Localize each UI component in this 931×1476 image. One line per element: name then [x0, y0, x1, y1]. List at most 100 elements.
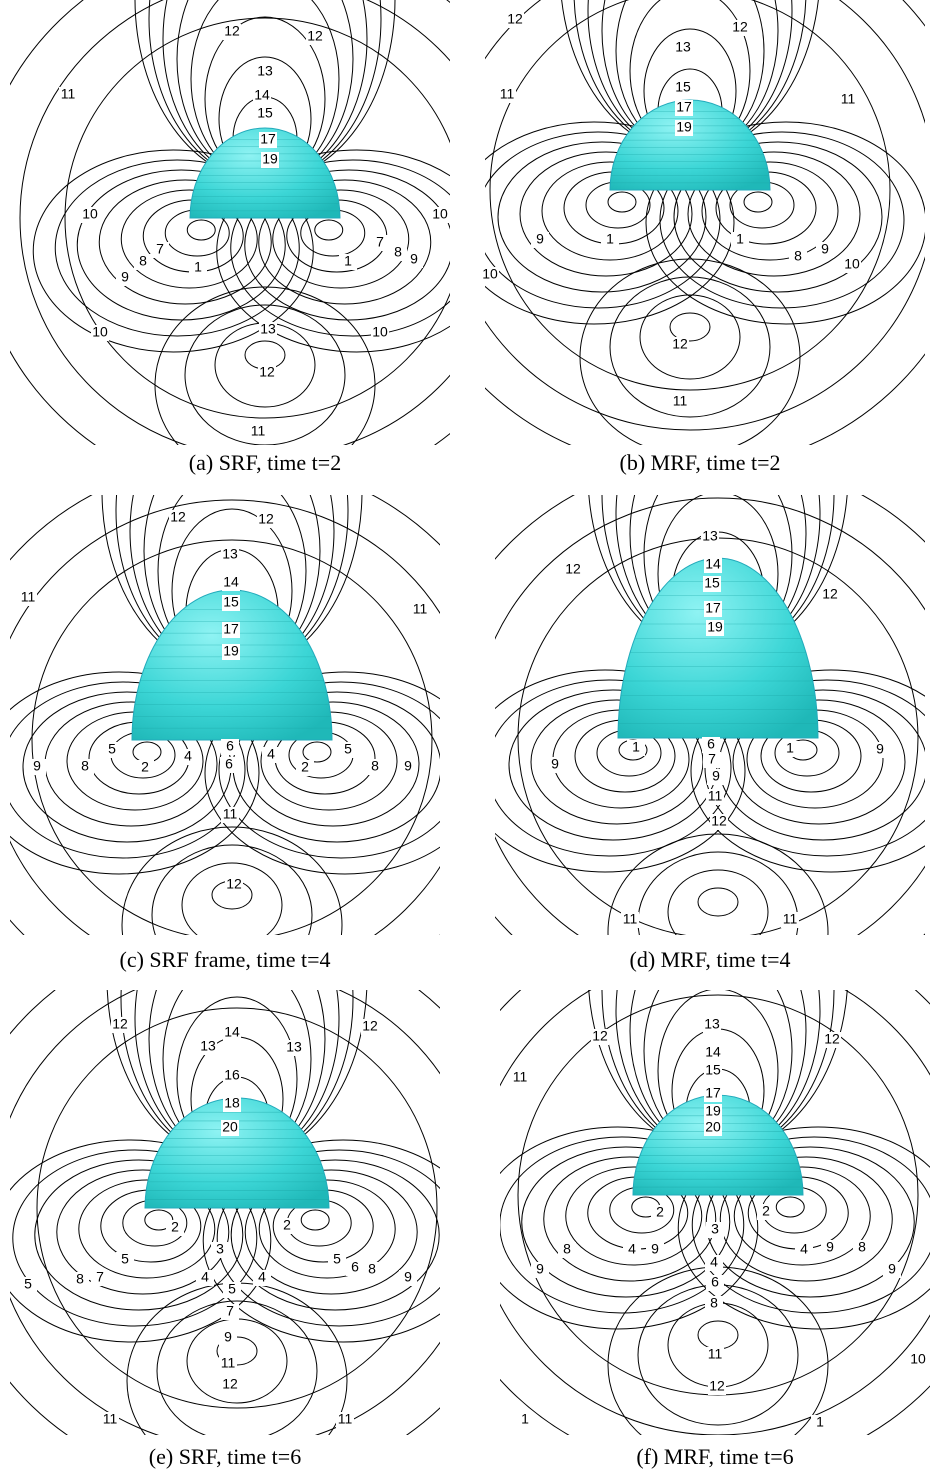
- contour: [187, 220, 215, 240]
- contour-label: 7: [226, 1303, 234, 1319]
- contour-label: 9: [33, 758, 41, 774]
- contour-label: 11: [841, 91, 856, 107]
- contour-label: 16: [224, 1067, 240, 1083]
- contour-label: 2: [283, 1217, 291, 1233]
- contour-label: 15: [223, 594, 239, 610]
- contour-label: 5: [344, 741, 352, 757]
- contour-label: 12: [112, 1016, 128, 1032]
- contour-label: 11: [623, 911, 638, 927]
- contour-label: 13: [222, 546, 238, 562]
- figure: 12121113141517191010987178911010131211(a…: [0, 0, 931, 1476]
- contour-label: 1: [344, 253, 352, 269]
- contour: [580, 259, 800, 455]
- contour-label: 13: [702, 528, 718, 544]
- contour-label: 12: [592, 1028, 608, 1044]
- panel: [0, 0, 555, 498]
- contour-label: 4: [267, 746, 275, 762]
- contour-label: 2: [301, 759, 309, 775]
- contour: [490, 0, 890, 390]
- contour-label: 4: [184, 748, 192, 764]
- contour-label: 8: [858, 1239, 866, 1255]
- caption: (b) MRF, time t=2: [620, 450, 781, 475]
- contour-label: 15: [704, 575, 720, 591]
- contour-label: 12: [732, 19, 748, 35]
- contour-label: 9: [888, 1261, 896, 1277]
- contour-label: 5: [333, 1251, 341, 1267]
- contour-label: 14: [705, 1044, 721, 1060]
- contour-label: 11: [708, 1346, 723, 1362]
- contour-label: 2: [171, 1219, 179, 1235]
- contour-label: 9: [536, 1261, 544, 1277]
- contour-label: 11: [413, 601, 428, 617]
- contour-label: 12: [226, 876, 242, 892]
- contour: [698, 888, 738, 916]
- contour-label: 19: [705, 1103, 721, 1119]
- contour-label: 19: [676, 119, 692, 135]
- contour-label: 6: [707, 736, 715, 752]
- contour-label: 1: [736, 231, 744, 247]
- contour: [608, 192, 636, 212]
- contour-label: 10: [432, 206, 448, 222]
- contour-label: 15: [257, 105, 273, 121]
- contour-label: 11: [61, 86, 76, 102]
- contour-label: 11: [338, 1411, 353, 1427]
- contour-label: 1: [194, 259, 202, 275]
- contour-label: 10: [482, 266, 498, 282]
- contour-label: 13: [200, 1038, 216, 1054]
- contour-label: 1: [521, 1411, 529, 1427]
- contour: [608, 834, 828, 1030]
- contour-label: 11: [708, 788, 723, 804]
- contour-label: 8: [371, 758, 379, 774]
- contour-label: 2: [762, 1203, 770, 1219]
- contour: [400, 0, 931, 470]
- contour-label: 17: [676, 99, 692, 115]
- contour-label: 12: [565, 561, 581, 577]
- contour-label: 12: [711, 813, 727, 829]
- contour-label: 5: [24, 1276, 32, 1292]
- contour-label: 6: [226, 738, 234, 754]
- contour-label: 11: [223, 806, 238, 822]
- contour-label: 19: [223, 643, 239, 659]
- contour-label: 8: [81, 758, 89, 774]
- contour-label: 10: [910, 1351, 926, 1367]
- contour-label: 9: [551, 756, 559, 772]
- contour-label: 12: [709, 1378, 725, 1394]
- contour: [776, 1197, 804, 1217]
- contour-label: 9: [121, 269, 129, 285]
- contour-label: 13: [704, 1016, 720, 1032]
- contour: [668, 870, 768, 954]
- contour-label: 20: [222, 1119, 238, 1135]
- contour: [610, 277, 770, 417]
- contour-label: 4: [800, 1241, 808, 1257]
- contour-label: 12: [507, 11, 523, 27]
- contour-label: 9: [224, 1329, 232, 1345]
- contour-label: 19: [262, 151, 278, 167]
- contour-label: 12: [258, 511, 274, 527]
- contour-label: 9: [876, 741, 884, 757]
- contour-label: 2: [141, 759, 149, 775]
- contour-label: 15: [705, 1062, 721, 1078]
- contour: [315, 220, 343, 240]
- dome: [145, 1098, 329, 1208]
- contour-label: 1: [816, 1414, 824, 1430]
- contour-label: 9: [712, 768, 720, 784]
- contour-label: 11: [103, 1411, 118, 1427]
- contour: [301, 1210, 329, 1230]
- contour-label: 8: [76, 1271, 84, 1287]
- contour-label: 8: [563, 1241, 571, 1257]
- contour-label: 10: [82, 206, 98, 222]
- contour-label: 11: [21, 589, 36, 605]
- contour-label: 3: [711, 1221, 719, 1237]
- contour-label: 10: [92, 324, 108, 340]
- contour-label: 13: [257, 63, 273, 79]
- contour-label: 9: [536, 231, 544, 247]
- contour-label: 4: [258, 1269, 266, 1285]
- contour-label: 6: [225, 756, 233, 772]
- contour-label: 14: [705, 556, 721, 572]
- contour-label: 11: [783, 911, 798, 927]
- contour-label: 14: [254, 87, 270, 103]
- contour-label: 8: [139, 253, 147, 269]
- contour-label: 11: [221, 1355, 236, 1371]
- caption: (c) SRF frame, time t=4: [120, 947, 331, 972]
- contour-label: 18: [224, 1095, 240, 1111]
